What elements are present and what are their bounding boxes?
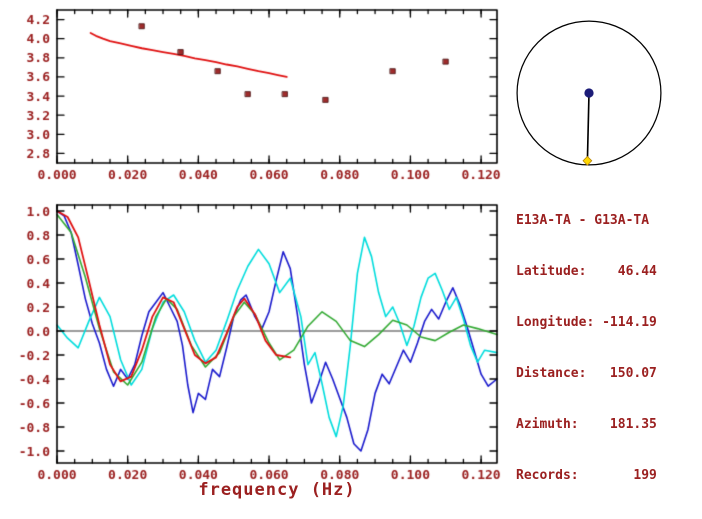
station1-dot-icon — [584, 88, 594, 98]
x-axis-label: frequency (Hz) — [198, 480, 356, 500]
azimuth-line-text: Azimuth: 181.35 — [516, 417, 657, 432]
station-pair-info: E13A-TA - G13A-TA Latitude: 46.44 Longit… — [516, 178, 657, 518]
distance-line: Distance: 150.07 — [516, 366, 657, 381]
latitude-line: Latitude: 46.44 — [516, 264, 657, 279]
station2-marker-icon — [582, 155, 593, 166]
longitude-line: Longitude: -114.19 — [516, 315, 657, 330]
station-pair-title: E13A-TA - G13A-TA — [516, 213, 650, 228]
azimuth-line — [586, 92, 590, 161]
azimuth-circle-panel — [516, 20, 662, 166]
records-line: Records: 199 — [516, 468, 657, 483]
